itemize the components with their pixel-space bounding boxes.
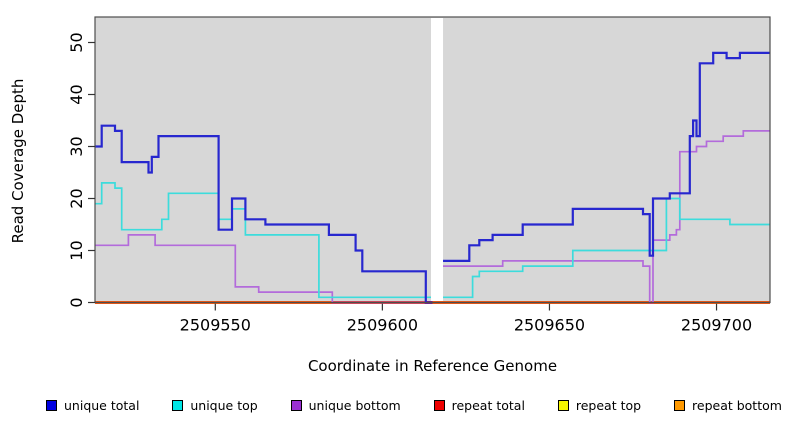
x-tick-label: 2509650 <box>514 316 585 335</box>
chart-plot-area: 2509550 2509600 2509650 2509700 0 10 20 30 40 50 <box>67 16 771 335</box>
legend-item-repeat-total: repeat total <box>433 398 525 413</box>
legend-swatch <box>290 400 302 411</box>
legend-item-repeat-bottom: repeat bottom <box>674 398 782 413</box>
data-gap-strip <box>431 18 444 301</box>
legend-item-unique-top: unique top <box>172 398 258 413</box>
y-tick-label: 50 <box>67 32 86 52</box>
legend-label: unique total <box>64 398 140 413</box>
y-tick-label: 0 <box>67 297 86 307</box>
legend-item-unique-total: unique total <box>46 398 139 413</box>
chart-legend: unique total unique top unique bottom repea… <box>0 398 792 413</box>
legend-label: repeat bottom <box>692 398 782 413</box>
x-tick-label: 2509550 <box>180 316 251 335</box>
legend-label: repeat top <box>575 398 642 413</box>
y-tick-label: 20 <box>67 188 86 208</box>
legend-label: unique bottom <box>308 398 401 413</box>
series-unique-top <box>95 182 433 299</box>
legend-swatch <box>46 400 57 411</box>
y-tick-label: 10 <box>67 240 86 260</box>
legend-swatch <box>433 400 445 411</box>
x-axis-title: Coordinate in Reference Genome <box>307 357 558 375</box>
x-tick-label: 2509600 <box>347 316 418 335</box>
series-unique-top <box>442 197 770 299</box>
legend-swatch <box>172 400 184 411</box>
x-tick-label: 2509700 <box>681 316 752 335</box>
y-axis-title: Read Coverage Depth <box>9 78 27 244</box>
legend-label: unique top <box>190 398 258 413</box>
legend-swatch <box>557 400 569 411</box>
legend-item-repeat-top: repeat top <box>557 398 642 413</box>
series-unique-bottom <box>95 234 433 304</box>
legend-label: repeat total <box>451 398 525 413</box>
plot-border <box>94 16 771 304</box>
legend-swatch <box>674 400 686 411</box>
y-tick-label: 30 <box>67 136 86 156</box>
series-unique-total <box>442 51 770 262</box>
series-unique-total <box>95 124 433 304</box>
y-tick-label: 40 <box>67 84 86 104</box>
legend-item-unique-bottom: unique bottom <box>290 398 401 413</box>
series-unique-bottom <box>442 130 770 304</box>
